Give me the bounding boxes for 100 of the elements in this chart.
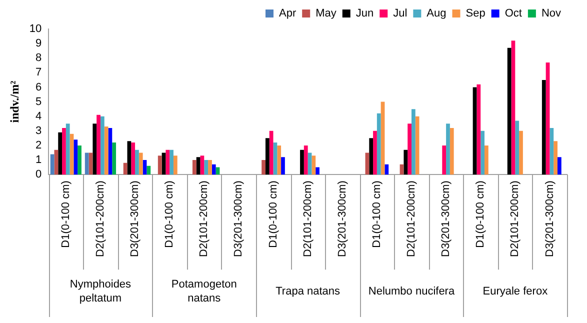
bar <box>138 152 143 175</box>
y-tick-label: 2 <box>36 139 42 152</box>
bar <box>265 138 270 175</box>
bar <box>208 160 212 175</box>
y-tick-label: 9 <box>36 38 42 50</box>
bar <box>142 160 147 175</box>
bar <box>277 145 282 175</box>
legend-label: Oct <box>504 8 522 20</box>
bar <box>365 152 370 175</box>
bar <box>484 145 488 175</box>
bar <box>281 157 285 175</box>
bar <box>112 142 116 175</box>
legend-label: Sep <box>466 8 486 20</box>
x-tick-label: D3(201-300cm) <box>232 180 245 257</box>
bar <box>300 150 304 175</box>
x-tick-label: D2(101-200cm) <box>302 180 314 257</box>
bar <box>135 150 139 175</box>
legend-label: Aug <box>426 8 446 20</box>
bar <box>158 156 162 175</box>
text: Potamogeton natans <box>171 278 237 305</box>
text: Nelumbo nucifera <box>368 286 456 298</box>
bar <box>450 128 454 175</box>
bar <box>162 152 166 175</box>
bar <box>316 167 320 175</box>
y-tick-label: 5 <box>36 96 42 108</box>
legend-label: Nov <box>541 8 562 20</box>
y-tick-label: 3 <box>36 124 42 137</box>
bar <box>550 128 554 175</box>
bar <box>557 157 562 175</box>
bar <box>212 164 216 175</box>
y-tick-label: 6 <box>36 81 42 94</box>
bar <box>554 141 558 175</box>
bar <box>369 138 374 175</box>
y-tick-label: 7 <box>36 66 42 79</box>
bar <box>546 62 550 175</box>
bar <box>108 128 112 175</box>
x-tick-label: D2(101-200cm) <box>406 180 418 257</box>
legend-label: May <box>316 8 337 20</box>
x-tick-label: D3(201-300cm) <box>544 180 556 257</box>
bar <box>312 156 316 175</box>
bar <box>131 142 136 175</box>
bar <box>62 128 66 175</box>
x-tick-label: D1(0-100 cm) <box>474 180 487 248</box>
bar <box>146 166 151 175</box>
bar <box>519 130 523 175</box>
bar <box>262 160 266 175</box>
x-tick-label: D3(201-300cm) <box>336 180 348 257</box>
bar <box>196 157 200 175</box>
bar <box>100 116 104 175</box>
y-tick-label: 10 <box>29 23 42 36</box>
text: Nymphoides peltatum <box>70 278 132 305</box>
bar <box>58 132 62 175</box>
bar <box>84 152 89 175</box>
bar <box>204 160 208 175</box>
y-tick-label: 8 <box>36 52 42 64</box>
bar <box>408 124 412 175</box>
y-tick-label: 0 <box>36 168 42 181</box>
y-tick-label: 4 <box>36 110 42 122</box>
bar <box>411 109 416 175</box>
bar <box>74 140 78 175</box>
bar <box>269 130 274 175</box>
bar <box>104 126 108 175</box>
x-tick-label: D2(101-200cm) <box>94 180 107 257</box>
bar <box>507 48 512 175</box>
bar <box>404 150 408 175</box>
bar <box>515 120 520 175</box>
x-tick-label: D1(0-100 cm) <box>164 180 176 248</box>
bar <box>50 154 54 175</box>
bar <box>304 145 308 175</box>
bar <box>415 116 420 175</box>
bar <box>273 142 278 175</box>
x-tick-label: D3(201-300cm) <box>129 180 142 257</box>
bar <box>384 164 389 175</box>
bar <box>373 130 377 175</box>
bar <box>476 84 481 175</box>
bar <box>200 156 204 175</box>
bar <box>192 160 196 175</box>
legend-label: Jul <box>393 8 408 20</box>
bar <box>166 150 170 175</box>
text: Euryale ferox <box>482 286 548 298</box>
bar <box>170 150 174 175</box>
bar <box>442 145 446 175</box>
x-tick-label: D1(0-100 cm) <box>267 180 280 248</box>
bar <box>480 130 484 175</box>
bar <box>92 124 97 175</box>
bar <box>66 124 70 175</box>
bar <box>511 40 516 175</box>
bar <box>472 87 477 175</box>
bar <box>446 124 450 175</box>
bar <box>376 113 381 175</box>
x-tick-label: D2(101-200cm) <box>509 180 522 257</box>
bar <box>88 152 93 175</box>
bar <box>127 141 132 175</box>
x-tick-label: D2(101-200cm) <box>198 180 210 257</box>
bar <box>308 152 312 175</box>
x-tick-label: D1(0-100 cm) <box>60 180 72 248</box>
y-axis-title: indv./m² <box>7 80 22 123</box>
bar <box>173 156 178 175</box>
bar <box>96 114 100 175</box>
y-tick-label: 1 <box>36 154 42 166</box>
